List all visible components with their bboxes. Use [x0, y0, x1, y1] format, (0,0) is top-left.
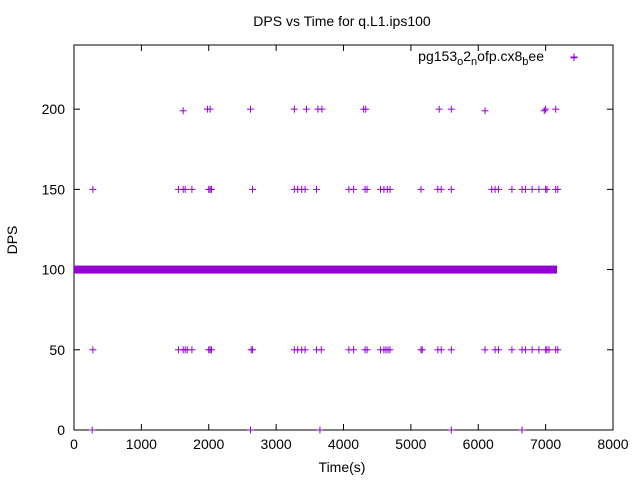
data-point [206, 105, 214, 113]
data-point [363, 346, 371, 354]
data-point [247, 426, 255, 434]
data-point [437, 185, 445, 193]
data-point [188, 185, 196, 193]
data-point [545, 346, 553, 354]
data-point [386, 185, 394, 193]
data-point [301, 346, 309, 354]
x-tick-label: 1000 [126, 436, 157, 452]
data-point [447, 185, 455, 193]
y-tick-label: 0 [57, 422, 65, 438]
data-point [521, 346, 529, 354]
y-tick-label: 150 [42, 181, 66, 197]
y-axis-title: DPS [4, 226, 20, 255]
data-point [181, 185, 189, 193]
y-tick-label: 50 [49, 342, 65, 358]
data-point [435, 105, 443, 113]
data-point [301, 185, 309, 193]
legend-label-part: ofp.cx8 [477, 48, 522, 64]
data-point [418, 346, 426, 354]
plot-border [73, 44, 614, 431]
data-point [543, 185, 551, 193]
data-point [481, 107, 489, 115]
data-point [249, 185, 257, 193]
data-point [447, 426, 455, 434]
data-point [89, 185, 97, 193]
y-tick-label: 100 [42, 262, 66, 278]
data-point [362, 105, 370, 113]
data-point [302, 105, 310, 113]
data-point [290, 105, 298, 113]
data-point [528, 346, 536, 354]
x-tick-label: 5000 [395, 436, 426, 452]
data-band-y100 [74, 265, 558, 274]
chart-title: DPS vs Time for q.L1.ips100 [253, 13, 431, 29]
data-point [494, 346, 502, 354]
data-point [247, 105, 255, 113]
data-point [481, 346, 489, 354]
data-point [350, 185, 358, 193]
y-axis: 0 50 100 150 200 [42, 101, 613, 438]
data-point [447, 346, 455, 354]
data-point [363, 185, 371, 193]
data-point [540, 107, 548, 115]
data-point [554, 346, 562, 354]
x-tick-label: 8000 [597, 436, 628, 452]
x-tick-label: 2000 [193, 436, 224, 452]
data-point [518, 426, 526, 434]
data-point [417, 185, 425, 193]
x-tick-label: 3000 [261, 436, 292, 452]
data-point [554, 185, 562, 193]
data-point [535, 185, 543, 193]
legend-marker-plus [570, 53, 578, 61]
x-tick-label: 0 [70, 436, 78, 452]
x-tick-label: 4000 [328, 436, 359, 452]
legend-label-subscript: n [471, 56, 477, 68]
x-axis: 0 1000 2000 3000 4000 5000 6000 7000 8000 [70, 45, 629, 452]
data-point [521, 185, 529, 193]
legend-label-part: 2 [463, 48, 471, 64]
data-point [318, 105, 326, 113]
data-point [316, 426, 324, 434]
x-tick-label: 6000 [463, 436, 494, 452]
legend-label-part: ee [528, 48, 544, 64]
data-point [535, 346, 543, 354]
legend-label-subscript: b [522, 56, 528, 68]
data-point [207, 185, 215, 193]
data-point [508, 346, 516, 354]
x-tick-label: 7000 [530, 436, 561, 452]
data-series [74, 54, 578, 434]
data-point [528, 185, 536, 193]
legend-label-subscript: o [457, 56, 463, 68]
plot-frame [73, 44, 614, 431]
legend: pg153o2nofp.cx8bee [418, 48, 578, 68]
data-point [350, 346, 358, 354]
data-point [437, 346, 445, 354]
data-point [89, 346, 97, 354]
x-axis-title: Time(s) [319, 459, 366, 475]
data-point [317, 346, 325, 354]
data-point [313, 185, 321, 193]
data-point [207, 346, 215, 354]
data-point [552, 105, 560, 113]
data-point [542, 105, 550, 113]
data-point [179, 107, 187, 115]
data-point [386, 346, 394, 354]
y-tick-label: 200 [42, 101, 66, 117]
data-point [494, 185, 502, 193]
legend-series-label: pg153o2nofp.cx8bee [418, 48, 544, 68]
data-point [447, 105, 455, 113]
legend-label-part: pg153 [418, 48, 457, 64]
data-point [508, 185, 516, 193]
data-point [249, 346, 257, 354]
data-point [88, 426, 96, 434]
legend-marker-icon [570, 53, 578, 61]
data-point [188, 346, 196, 354]
